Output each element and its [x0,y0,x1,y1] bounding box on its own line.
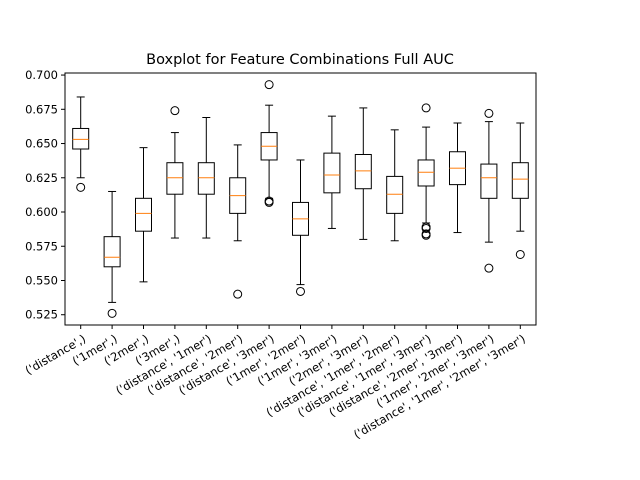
flier-point [296,286,305,296]
box-iqr [135,197,152,232]
flier-point [170,106,180,116]
box-3 [135,147,152,283]
box-iqr [354,153,372,190]
box-iqr [166,162,184,195]
box-iqr [511,162,529,199]
box-9 [323,115,341,229]
box-iqr [72,127,90,150]
box-4 [166,106,184,239]
y-tick-label: 0.600 [25,205,58,219]
box-iqr [197,162,215,195]
box-7 [260,80,278,207]
box-12 [417,103,435,240]
flier-point [107,308,117,318]
box-1 [72,96,90,192]
flier-point [421,229,431,239]
flier-point [264,80,274,90]
y-tick-label: 0.575 [25,239,58,253]
flier-point [76,182,86,192]
y-tick-label: 0.525 [25,308,58,322]
flier-point [264,196,274,206]
box-11 [386,129,404,242]
y-tick-label: 0.675 [25,102,58,116]
box-2 [103,190,121,318]
box-iqr [480,163,498,199]
flier-point [484,263,494,273]
flier-point [233,289,243,299]
flier-point [484,108,494,118]
box-6 [229,144,247,299]
box-5 [197,117,215,239]
y-tick-label: 0.625 [25,171,58,185]
flier-point [515,249,525,259]
y-tick-label: 0.550 [25,273,58,287]
box-10 [354,107,372,240]
box-13 [449,122,466,234]
box-iqr [323,152,341,194]
y-tick-label: 0.700 [25,68,58,82]
plot-area [72,80,529,318]
box-8 [292,159,309,296]
flier-point [421,103,431,113]
plot-frame [64,72,537,326]
box-iqr [386,175,404,214]
box-iqr [103,236,121,268]
x-axis: ('distance',)('1mer',)('2mer',)('3mer',)… [23,325,528,442]
box-14 [480,108,498,273]
box-iqr [417,159,435,187]
chart-title: Boxplot for Feature Combinations Full AU… [146,52,454,68]
box-15 [511,122,529,259]
y-axis: 0.525 0.550 0.575 0.600 0.625 0.650 0.675 0.700 [25,68,65,322]
y-tick-label: 0.650 [25,137,58,151]
